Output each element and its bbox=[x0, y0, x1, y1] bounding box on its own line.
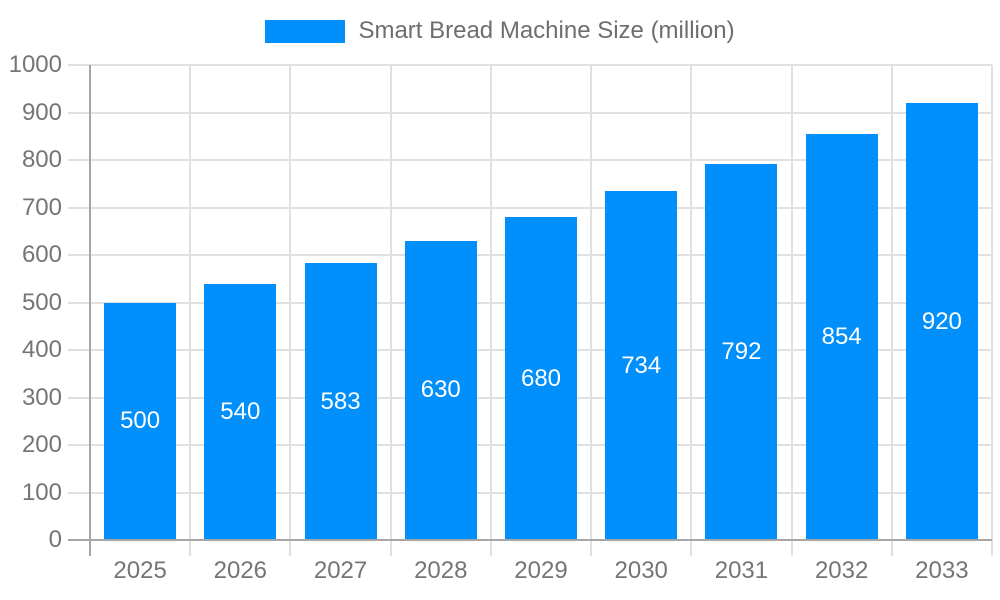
x-axis-line bbox=[68, 539, 992, 541]
x-axis-label: 2025 bbox=[113, 557, 167, 584]
y-axis-label: 700 bbox=[21, 193, 62, 221]
gridline-vertical bbox=[790, 65, 793, 556]
bar-value-label: 792 bbox=[721, 337, 762, 365]
bar-2027[interactable]: 583 bbox=[304, 263, 377, 540]
bar-2028[interactable]: 630 bbox=[404, 240, 477, 540]
bar-value-label: 630 bbox=[420, 376, 461, 404]
y-axis-label: 1000 bbox=[8, 51, 62, 78]
y-axis-label: 600 bbox=[21, 241, 62, 268]
gridline-vertical bbox=[389, 65, 392, 556]
gridline-horizontal bbox=[68, 111, 992, 114]
y-axis-label: 200 bbox=[21, 431, 62, 458]
gridline-vertical bbox=[289, 65, 292, 556]
gridline-horizontal bbox=[68, 159, 992, 161]
y-axis-label: 0 bbox=[48, 526, 62, 553]
y-axis-line bbox=[89, 65, 91, 556]
gridline-horizontal bbox=[68, 64, 992, 66]
bar-2032[interactable]: 854 bbox=[805, 134, 878, 540]
bar-value-label: 540 bbox=[220, 397, 261, 425]
gridline-vertical bbox=[489, 65, 492, 556]
bar-value-label: 920 bbox=[921, 307, 962, 335]
gridline-vertical bbox=[189, 65, 192, 556]
legend-swatch bbox=[265, 19, 346, 43]
legend-item[interactable]: Smart Bread Machine Size (million) bbox=[0, 16, 1000, 46]
bar-value-label: 500 bbox=[120, 407, 161, 435]
bar-value-label: 680 bbox=[520, 364, 562, 392]
x-axis-label: 2032 bbox=[814, 557, 869, 584]
x-axis-label: 2028 bbox=[414, 557, 468, 584]
bar-2026[interactable]: 540 bbox=[204, 283, 277, 540]
gridline-vertical bbox=[890, 65, 893, 556]
y-axis-label: 100 bbox=[21, 478, 62, 506]
x-axis-label: 2033 bbox=[915, 557, 969, 584]
y-axis-label: 900 bbox=[21, 98, 62, 126]
x-axis-label: 2029 bbox=[514, 557, 568, 584]
x-axis-label: 2027 bbox=[313, 557, 368, 584]
gridline-horizontal bbox=[68, 206, 992, 209]
x-axis-label: 2031 bbox=[714, 557, 769, 584]
y-axis-label: 400 bbox=[21, 336, 62, 363]
x-axis-label: 2030 bbox=[614, 557, 668, 584]
x-axis-label: 2026 bbox=[213, 557, 268, 584]
bar-value-label: 734 bbox=[621, 351, 662, 379]
gridline-vertical bbox=[690, 65, 693, 556]
bar-value-label: 583 bbox=[320, 387, 361, 415]
legend-label: Smart Bread Machine Size (million) bbox=[358, 17, 735, 44]
bar-value-label: 854 bbox=[821, 323, 862, 351]
y-axis-label: 300 bbox=[21, 383, 62, 411]
bar-2029[interactable]: 680 bbox=[505, 217, 577, 540]
bar-2025[interactable]: 500 bbox=[104, 302, 177, 540]
y-axis-label: 500 bbox=[21, 288, 62, 316]
gridline-vertical bbox=[590, 65, 593, 556]
bar-2031[interactable]: 792 bbox=[705, 163, 778, 540]
y-axis-label: 800 bbox=[21, 146, 62, 173]
bar-2030[interactable]: 734 bbox=[605, 191, 678, 540]
gridline-vertical bbox=[991, 65, 993, 556]
bar-2033[interactable]: 920 bbox=[905, 103, 978, 540]
